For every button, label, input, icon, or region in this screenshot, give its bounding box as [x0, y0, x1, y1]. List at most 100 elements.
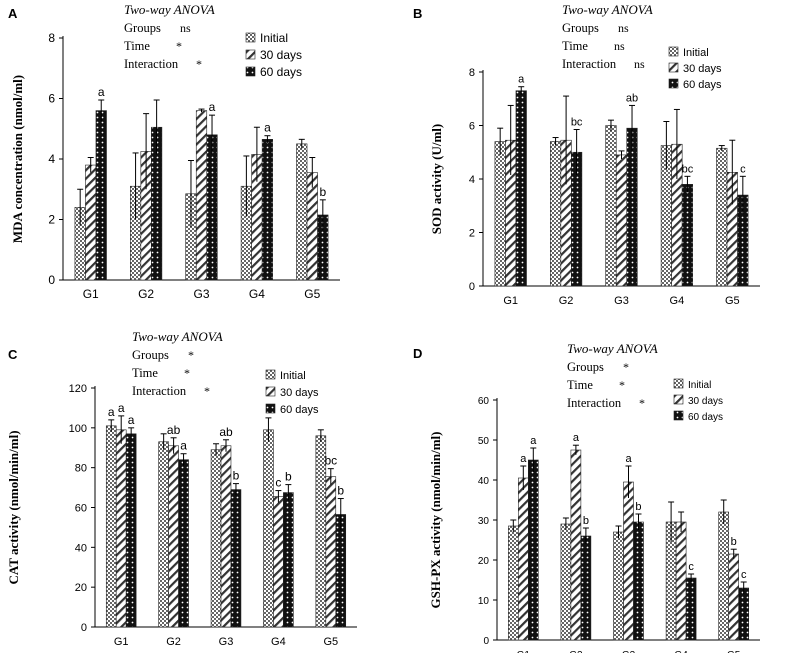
significance-label: a [108, 405, 115, 419]
significance-label: a [264, 121, 271, 135]
significance-label: ab [167, 423, 181, 437]
x-tick-label: G1 [83, 287, 99, 301]
x-tick-label: G4 [249, 287, 265, 301]
significance-label: a [128, 413, 135, 427]
legend-60-days-swatch [673, 410, 684, 421]
bar-initial-g3 [605, 125, 617, 287]
y-tick-label: 0 [469, 281, 475, 293]
anova-row-label: Time [562, 39, 588, 53]
anova-row-label: Interaction [567, 396, 622, 410]
y-tick-label: 2 [48, 213, 55, 227]
bar-initial-g2 [158, 441, 169, 628]
bar-60-days-g1 [125, 433, 137, 628]
bar-30-days-g5 [306, 172, 318, 281]
significance-label: b [583, 515, 589, 527]
legend-initial: Initial [280, 370, 306, 382]
anova-row-value: ns [634, 57, 645, 71]
bar-30-days-g5 [728, 553, 739, 641]
y-tick-label: 30 [478, 516, 490, 527]
bar-30-days-g3 [195, 110, 208, 281]
bar-60-days-g3 [230, 489, 242, 628]
bar-60-days-g3 [626, 127, 638, 287]
bar-60-days-g1 [515, 90, 527, 287]
y-axis-label: MDA concentration (nmol/ml) [10, 75, 25, 243]
x-tick-label: G4 [674, 650, 688, 653]
bar-initial-g5 [716, 147, 728, 287]
legend-30-days: 30 days [280, 387, 319, 399]
y-tick-label: 40 [478, 476, 490, 487]
panel-letter: D [413, 346, 422, 361]
bar-initial-g2 [550, 141, 562, 287]
x-tick-label: G5 [304, 287, 320, 301]
y-tick-label: 80 [75, 463, 87, 475]
bar-initial-g5 [296, 143, 308, 281]
significance-label: ab [626, 92, 638, 104]
significance-label: a [209, 100, 216, 114]
significance-label: a [118, 401, 125, 415]
significance-label: c [741, 569, 747, 581]
anova-row-value: * [623, 360, 629, 374]
x-tick-label: G3 [193, 287, 209, 301]
anova-title: Two-way ANOVA [124, 2, 215, 17]
y-axis-label: SOD activity (U/ml) [429, 124, 444, 234]
anova-row-label: Groups [562, 21, 599, 35]
significance-label: b [233, 469, 240, 483]
anova-row-label: Interaction [124, 57, 179, 71]
y-tick-label: 2 [469, 228, 475, 240]
legend-60-days-swatch [245, 66, 256, 77]
bar-initial-g1 [508, 525, 519, 641]
x-tick-label: G4 [670, 295, 685, 307]
significance-label: c [275, 476, 281, 490]
anova-row-label: Time [567, 378, 593, 392]
bar-30-days-g2 [570, 449, 582, 641]
legend-30-days-swatch [668, 62, 679, 73]
significance-label: a [520, 453, 527, 465]
x-tick-label: G1 [114, 636, 129, 648]
bar-30-days-g4 [675, 521, 687, 641]
legend-initial-swatch [245, 32, 256, 43]
bar-60-days-g4 [283, 492, 294, 628]
significance-label: a [625, 453, 632, 465]
anova-row-value: * [639, 396, 645, 410]
significance-label: a [180, 439, 187, 453]
bar-30-days-g1 [115, 429, 127, 628]
significance-label: ab [219, 425, 233, 439]
anova-row-label: Groups [132, 348, 169, 362]
bar-60-days-g2 [580, 535, 592, 641]
y-tick-label: 0 [48, 273, 55, 287]
legend-30-days: 30 days [688, 396, 723, 407]
x-tick-label: G4 [271, 636, 286, 648]
chart-panel-a: A Two-way ANOVA Groups ns Time * Interaction * 0… [8, 2, 340, 301]
y-tick-label: 60 [75, 503, 87, 515]
bar-30-days-g1 [85, 164, 97, 281]
y-tick-label: 40 [75, 542, 87, 554]
x-tick-label: G1 [517, 650, 531, 653]
bar-initial-g3 [613, 531, 624, 641]
bar-30-days-g4 [273, 496, 284, 628]
x-tick-label: G5 [323, 636, 338, 648]
legend-60-days-swatch [668, 78, 679, 89]
significance-label: a [518, 74, 525, 86]
y-tick-label: 20 [75, 582, 87, 594]
significance-label: a [98, 85, 105, 99]
legend-30-days-swatch [265, 386, 276, 397]
y-tick-label: 100 [69, 423, 87, 435]
anova-row-value: ns [614, 39, 625, 53]
significance-label: bc [571, 117, 583, 129]
bar-60-days-g4 [681, 184, 693, 287]
anova-row-value: * [204, 384, 210, 398]
chart-panel-b: B Two-way ANOVA Groups ns Time ns Interaction n… [413, 2, 760, 307]
legend-initial-swatch [673, 378, 684, 389]
legend-60-days: 60 days [688, 412, 723, 423]
bar-initial-g4 [263, 429, 274, 628]
panel-letter: A [8, 6, 18, 21]
chart-panel-c: C Two-way ANOVA Groups * Time * Interaction * 0 2… [6, 329, 357, 648]
y-tick-label: 6 [48, 92, 55, 106]
panel-letter: C [8, 347, 18, 362]
x-tick-label: G3 [219, 636, 234, 648]
legend-60-days-swatch [265, 403, 276, 414]
y-tick-label: 8 [469, 67, 475, 79]
anova-row-label: Interaction [132, 384, 187, 398]
y-tick-label: 0 [81, 622, 87, 634]
significance-label: a [530, 435, 537, 447]
